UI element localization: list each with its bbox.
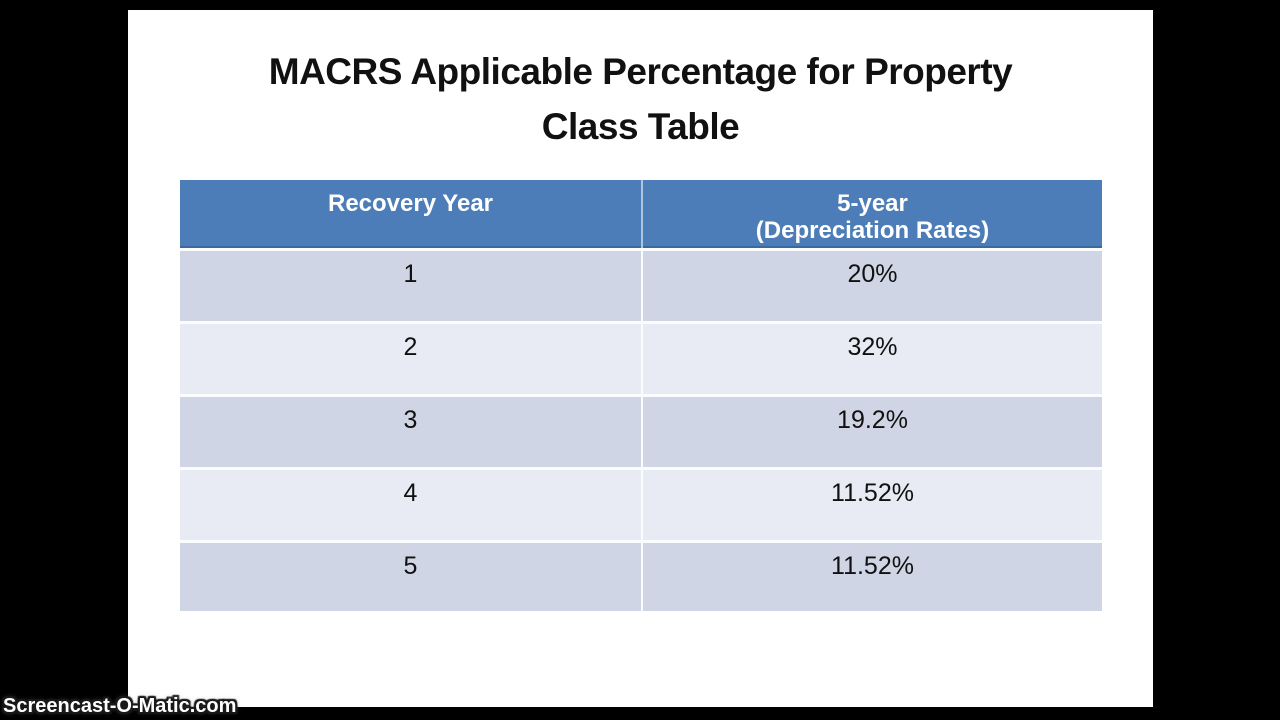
header-rate-line1: 5-year: [837, 190, 908, 217]
macrs-depreciation-table: Recovery Year 5-year (Depreciation Rates…: [180, 180, 1102, 611]
table-header-row: Recovery Year 5-year (Depreciation Rates…: [180, 180, 1102, 251]
presentation-slide: MACRS Applicable Percentage for Property…: [128, 10, 1153, 707]
slide-title-line2: Class Table: [541, 106, 740, 147]
rate-cell: 11.52%: [641, 468, 1102, 543]
year-cell: 2: [180, 322, 642, 397]
table-row: 1 20%: [180, 249, 1102, 324]
year-cell: 1: [180, 249, 642, 324]
table-row: 3 19.2%: [180, 395, 1102, 470]
rate-cell: 32%: [641, 322, 1102, 397]
year-cell: 4: [180, 468, 642, 543]
rate-cell: 11.52%: [641, 541, 1102, 611]
header-depreciation-rates: 5-year (Depreciation Rates): [641, 180, 1102, 251]
header-recovery-year: Recovery Year: [180, 180, 642, 251]
table-row: 5 11.52%: [180, 541, 1102, 611]
table-row: 4 11.52%: [180, 468, 1102, 543]
screencast-o-matic-watermark: Screencast-O-Matic.com: [3, 695, 237, 717]
slide-title-line1: MACRS Applicable Percentage for Property: [268, 51, 1013, 92]
year-cell: 5: [180, 541, 642, 611]
slide-title: MACRS Applicable Percentage for Property…: [128, 10, 1153, 154]
rate-cell: 20%: [641, 249, 1102, 324]
rate-cell: 19.2%: [641, 395, 1102, 470]
table-row: 2 32%: [180, 322, 1102, 397]
header-rate-line2: (Depreciation Rates): [755, 217, 990, 244]
year-cell: 3: [180, 395, 642, 470]
